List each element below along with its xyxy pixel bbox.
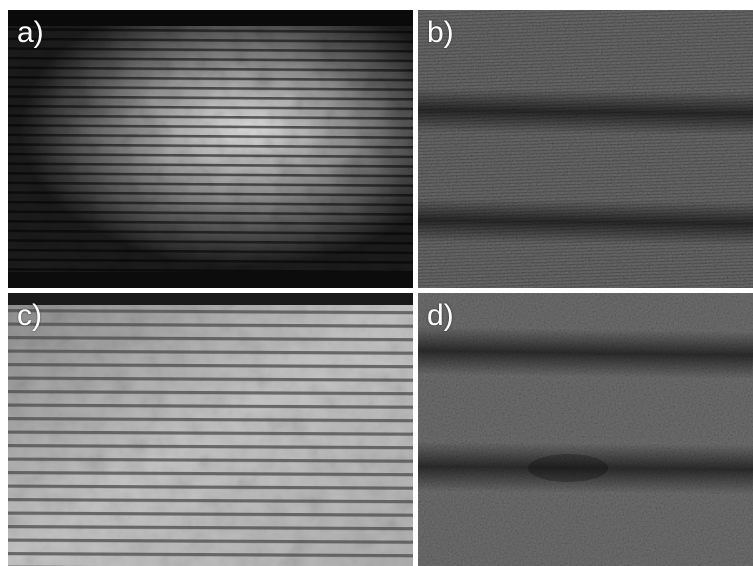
- panel-a-image: [8, 10, 413, 288]
- panel-d-label: d): [427, 299, 454, 332]
- panel-a-label: a): [17, 16, 44, 49]
- panel-b-label: b): [427, 16, 454, 49]
- panel-b-micrograph: b): [418, 10, 753, 288]
- panel-b-image: [418, 10, 753, 288]
- panel-a-micrograph: a): [8, 10, 413, 288]
- panel-c-image: [8, 293, 413, 566]
- panel-d-image: [418, 293, 753, 566]
- panel-d-micrograph: d): [418, 293, 753, 566]
- panel-c-micrograph: c): [8, 293, 413, 566]
- panel-c-label: c): [17, 299, 42, 332]
